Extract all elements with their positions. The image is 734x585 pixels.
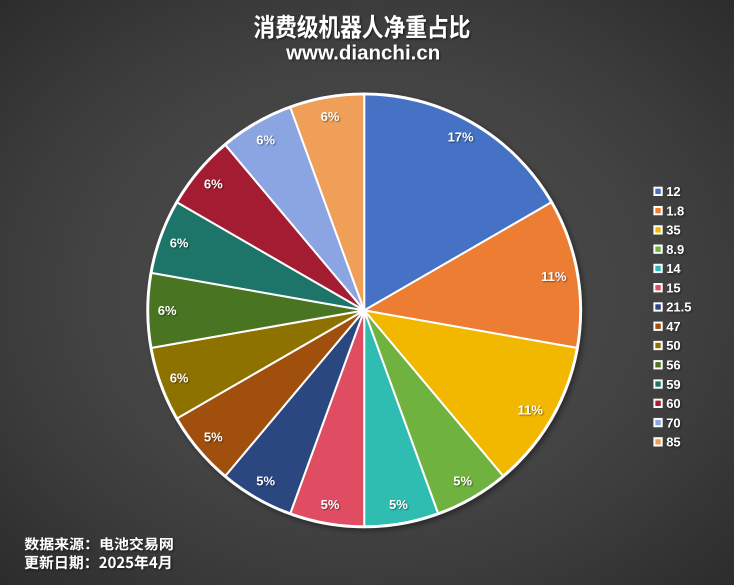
- svg-text:6%: 6%: [170, 236, 189, 251]
- svg-text:15: 15: [666, 280, 680, 295]
- svg-text:70: 70: [666, 415, 680, 430]
- svg-text:17%: 17%: [448, 130, 474, 145]
- svg-text:11%: 11%: [518, 403, 544, 418]
- svg-text:5%: 5%: [321, 497, 340, 512]
- svg-text:21.5: 21.5: [666, 300, 691, 315]
- svg-text:59: 59: [666, 377, 680, 392]
- svg-text:8.9: 8.9: [666, 242, 684, 257]
- svg-text:47: 47: [666, 319, 680, 334]
- svg-text:85: 85: [666, 435, 680, 450]
- svg-text:6%: 6%: [158, 303, 177, 318]
- svg-text:6%: 6%: [204, 176, 223, 191]
- svg-text:www.dianchi.cn: www.dianchi.cn: [285, 41, 440, 64]
- svg-text:5%: 5%: [389, 497, 408, 512]
- svg-text:5%: 5%: [204, 430, 223, 445]
- svg-text:6%: 6%: [170, 370, 189, 385]
- svg-text:1.8: 1.8: [666, 203, 684, 218]
- svg-text:60: 60: [666, 396, 680, 411]
- svg-text:14: 14: [666, 261, 681, 276]
- svg-text:6%: 6%: [256, 132, 275, 147]
- svg-text:35: 35: [666, 223, 680, 238]
- svg-text:5%: 5%: [453, 474, 472, 489]
- svg-text:6%: 6%: [321, 109, 340, 124]
- svg-text:50: 50: [666, 338, 680, 353]
- svg-text:11%: 11%: [541, 269, 567, 284]
- svg-text:56: 56: [666, 357, 680, 372]
- svg-text:5%: 5%: [256, 474, 275, 489]
- svg-text:12: 12: [666, 184, 680, 199]
